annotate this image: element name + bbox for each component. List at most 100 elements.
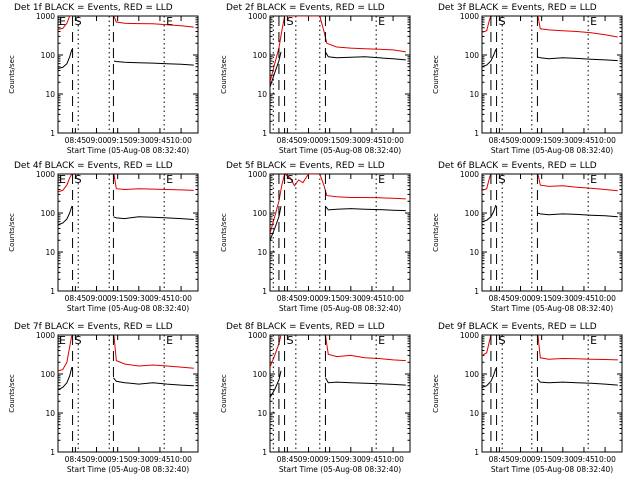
lld-series-line	[537, 174, 618, 192]
y-tick-label: 1000	[460, 331, 479, 340]
lld-series-line	[58, 16, 72, 30]
y-tick-label: 10	[45, 90, 55, 99]
y-tick-label: 100	[253, 51, 268, 60]
series-group	[270, 335, 406, 398]
x-tick-label: 09:30	[552, 294, 574, 303]
y-axis-label: Counts/sec	[432, 374, 440, 413]
time-marker-label: E	[590, 15, 597, 28]
panel-title: Det 4f BLACK = Events, RED = LLD	[14, 161, 173, 171]
time-marker-label: E	[378, 15, 385, 28]
x-axis-label: Start Time (05-Aug-08 08:32:40)	[67, 304, 189, 313]
panel-title: Det 5f BLACK = Events, RED = LLD	[226, 161, 385, 171]
lld-series-line	[482, 174, 492, 191]
x-tick-label: 09:30	[340, 294, 362, 303]
events-series-line	[113, 216, 194, 220]
x-tick-label: 09:00	[510, 455, 532, 464]
x-tick-label: 08:45	[65, 455, 87, 464]
x-tick-label: 08:45	[489, 455, 511, 464]
y-tick-label: 100	[253, 209, 268, 218]
y-tick-label: 100	[253, 370, 268, 379]
y-axis-label: Counts/sec	[220, 213, 228, 252]
x-tick-label: 09:00	[510, 294, 532, 303]
time-marker-label: E	[378, 173, 385, 186]
series-group	[482, 174, 618, 223]
events-series-line	[482, 368, 497, 388]
series-group	[482, 335, 618, 388]
x-tick-label: 08:45	[277, 136, 299, 145]
y-tick-label: 1	[262, 448, 267, 457]
x-axis-label: Start Time (05-Aug-08 08:32:40)	[67, 465, 189, 474]
events-series-line	[537, 212, 618, 218]
detector-panel-5: Det 5f BLACK = Events, RED = LLD Counts/s…	[220, 161, 411, 313]
y-tick-label: 1	[50, 287, 55, 296]
time-marker-label: E	[166, 173, 173, 186]
x-axis-label: Start Time (05-Aug-08 08:32:40)	[67, 146, 189, 155]
y-tick-label: 1000	[460, 170, 479, 179]
events-series-line	[58, 49, 73, 69]
time-marker-label: S	[287, 173, 294, 186]
y-axis-label: Counts/sec	[432, 213, 440, 252]
x-tick-label: 09:30	[340, 455, 362, 464]
panel-title: Det 2f BLACK = Events, RED = LLD	[226, 3, 385, 13]
events-series-line	[270, 51, 282, 88]
x-tick-label: 09:45	[149, 455, 171, 464]
x-tick-label: 09:00	[298, 294, 320, 303]
lld-series-line	[58, 335, 73, 372]
y-tick-label: 10	[45, 409, 55, 418]
y-tick-label: 1000	[248, 12, 267, 21]
y-tick-label: 10	[45, 248, 55, 257]
events-series-line	[270, 206, 282, 241]
time-marker-label: E	[590, 334, 597, 347]
panel-title: Det 6f BLACK = Events, RED = LLD	[438, 161, 597, 171]
x-tick-label: 09:00	[86, 455, 108, 464]
x-tick-label: 10:00	[170, 136, 192, 145]
detector-panel-9: Det 9f BLACK = Events, RED = LLD Counts/s…	[432, 322, 623, 474]
lld-series-line	[113, 16, 194, 28]
x-tick-label: 10:00	[170, 455, 192, 464]
events-series-line	[537, 56, 618, 62]
x-tick-label: 09:00	[86, 136, 108, 145]
panel-title: Det 3f BLACK = Events, RED = LLD	[438, 3, 597, 13]
y-tick-label: 1	[262, 287, 267, 296]
x-tick-label: 09:15	[531, 136, 553, 145]
x-tick-label: 09:30	[128, 294, 150, 303]
x-tick-label: 09:00	[298, 136, 320, 145]
x-tick-label: 10:00	[594, 294, 616, 303]
detector-panel-1: Det 1f BLACK = Events, RED = LLD Counts/s…	[8, 3, 199, 155]
plot-frame	[57, 15, 199, 134]
y-tick-label: 10	[257, 248, 267, 257]
lld-series-line	[270, 335, 282, 368]
y-tick-label: 100	[41, 370, 56, 379]
time-marker-label: E	[166, 334, 173, 347]
y-tick-label: 100	[465, 51, 480, 60]
x-tick-label: 09:15	[319, 455, 341, 464]
x-tick-label: 10:00	[382, 455, 404, 464]
time-marker-label: E	[166, 15, 173, 28]
x-tick-label: 09:00	[510, 136, 532, 145]
plot-frame	[269, 173, 411, 292]
panel-title: Det 9f BLACK = Events, RED = LLD	[438, 322, 597, 332]
y-tick-label: 1000	[248, 331, 267, 340]
events-series-line	[113, 377, 194, 387]
y-tick-label: 1	[262, 129, 267, 138]
time-marker-label: E	[59, 15, 66, 28]
time-marker-label: E	[59, 334, 66, 347]
y-tick-label: 1	[474, 129, 479, 138]
y-tick-label: 100	[41, 209, 56, 218]
series-group	[58, 335, 194, 390]
lld-series-line	[58, 174, 73, 193]
x-tick-label: 09:30	[340, 136, 362, 145]
y-axis-label: Counts/sec	[8, 213, 16, 252]
lld-series-line	[113, 174, 194, 191]
events-series-line	[58, 366, 73, 390]
x-tick-label: 09:15	[107, 294, 129, 303]
y-tick-label: 10	[469, 248, 479, 257]
events-series-line	[537, 378, 618, 386]
x-tick-label: 09:15	[107, 455, 129, 464]
y-tick-label: 1000	[36, 331, 55, 340]
x-tick-label: 09:45	[361, 294, 383, 303]
series-group	[270, 16, 406, 88]
series-group	[482, 16, 618, 68]
time-marker-label: E	[378, 334, 385, 347]
